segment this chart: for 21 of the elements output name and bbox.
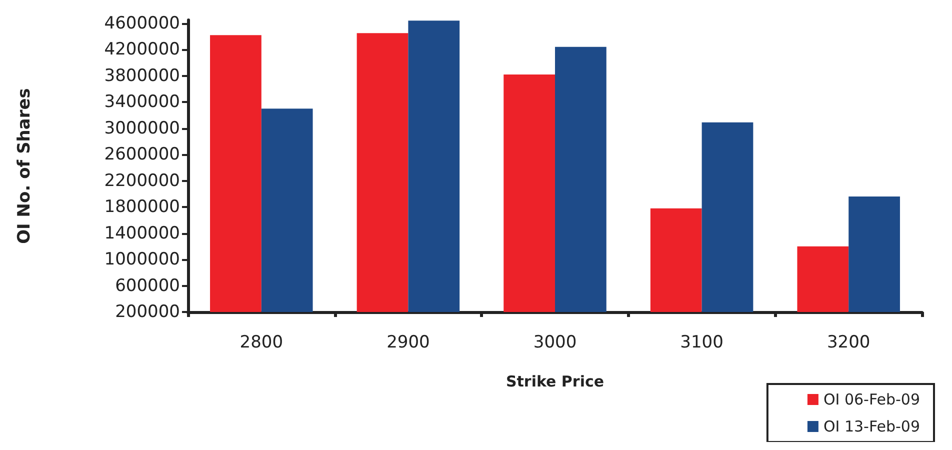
y-tick-label: 1000000 [104,250,180,270]
x-tick-label: 2900 [386,332,430,352]
legend-label: OI 13-Feb-09 [823,418,920,436]
y-tick-label: 600000 [115,276,180,296]
x-tick-label: 2800 [240,332,284,352]
x-tick-label: 3200 [826,332,870,352]
y-tick-label: 4200000 [104,40,180,60]
y-axis-title: OI No. of Shares [14,88,34,244]
y-tick-label: 3000000 [104,118,180,138]
y-tick-label: 1400000 [104,223,180,244]
x-tick-label: 3000 [533,332,577,352]
x-tick-label: 3100 [680,332,724,352]
y-tick-label: 3400000 [104,92,180,112]
x-axis-title: Strike Price [506,372,604,390]
y-tick-label: 3800000 [104,66,180,86]
y-tick-label: 200000 [115,302,180,322]
y-tick-label: 1800000 [104,197,180,218]
y-tick-label: 4600000 [104,13,180,34]
legend-label: OI 06-Feb-09 [823,390,920,408]
y-tick-label: 2600000 [104,144,180,165]
y-tick-label: 2200000 [104,170,180,191]
